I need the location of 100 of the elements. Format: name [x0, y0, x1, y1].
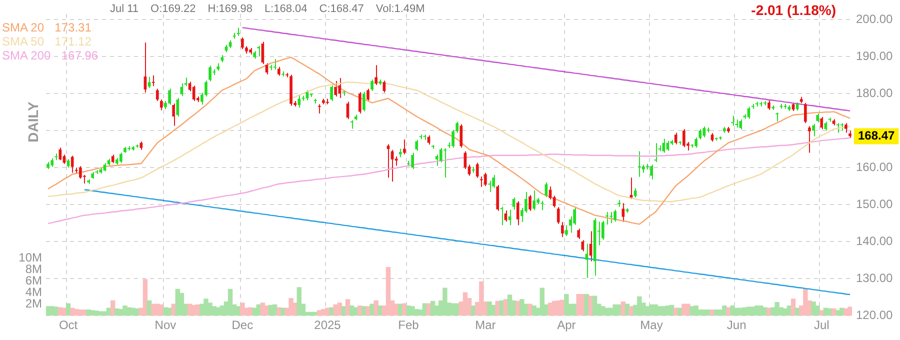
candlestick: [306, 90, 309, 101]
bar: [410, 306, 415, 316]
candlestick: [682, 128, 686, 148]
y2-tick-label: 4M: [25, 284, 42, 299]
bar: [774, 302, 780, 316]
bar: [520, 299, 524, 316]
candlestick: [496, 184, 500, 212]
bar: [803, 288, 808, 316]
candlestick: [120, 152, 122, 164]
candlestick: [476, 162, 479, 178]
candlestick: [638, 150, 641, 178]
candlestick: [606, 211, 608, 226]
y-tick-label: 180.00: [856, 86, 894, 100]
candlestick: [808, 126, 811, 154]
text: SMA 200: [2, 48, 52, 62]
candlestick: [257, 45, 260, 58]
candlestick: [168, 88, 171, 106]
x-tick-label: Feb: [398, 318, 420, 332]
candlestick: [516, 200, 520, 226]
bar: [228, 288, 233, 316]
candlestick: [674, 132, 678, 145]
annotation: -2.01 (1.18%): [751, 2, 836, 18]
candlestick: [326, 98, 329, 105]
candlestick: [610, 211, 612, 224]
candlestick: [540, 200, 544, 211]
candlestick: [812, 123, 815, 137]
bar: [848, 306, 852, 316]
candlestick: [152, 74, 155, 87]
text: SMA 20: [2, 20, 44, 34]
candlestick: [172, 103, 175, 126]
candlestick: [386, 144, 390, 178]
candlestick: [160, 98, 163, 111]
candlestick: [156, 88, 159, 102]
bar: [204, 298, 208, 316]
candlestick: [820, 116, 824, 130]
bar: [374, 300, 378, 316]
y2-tick-label: 2M: [25, 296, 42, 310]
candlestick: [415, 139, 418, 152]
candlestick: [374, 64, 378, 86]
annotation: C:168.47: [319, 3, 364, 16]
bar: [171, 304, 176, 316]
candlestick: [427, 134, 430, 146]
candlestick: [702, 126, 706, 138]
candlestick: [492, 174, 495, 188]
bar: [612, 304, 618, 316]
x-tick-label: May: [640, 318, 663, 332]
y-tick-label: 200.00: [856, 12, 894, 26]
bar: [479, 281, 484, 316]
candlestick: [366, 88, 370, 102]
bar: [288, 298, 294, 316]
bar: [815, 306, 820, 316]
annotation: 173.31: [54, 20, 92, 34]
y2-tick-label: 10M: [18, 250, 42, 264]
bar: [333, 304, 338, 316]
candlestick: [560, 221, 564, 238]
bar: [442, 288, 448, 316]
candlestick: [208, 65, 212, 82]
bar: [540, 288, 545, 316]
candlestick: [403, 138, 406, 155]
candlestick: [565, 224, 568, 237]
candlestick: [411, 152, 414, 170]
bar: [208, 302, 212, 316]
bar: [130, 308, 136, 316]
x-tick-label: Oct: [58, 318, 78, 332]
candlestick: [338, 78, 342, 99]
bar: [811, 301, 816, 316]
candlestick: [654, 142, 657, 163]
candlestick: [512, 197, 516, 210]
y-tick-label: 190.00: [856, 48, 894, 63]
annotation: H:169.98: [208, 3, 252, 16]
text: 168.47: [858, 128, 896, 143]
y-tick-label: 160.00: [856, 160, 894, 174]
candlestick: [370, 79, 374, 92]
bar: [495, 300, 500, 316]
candlestick: [273, 58, 276, 70]
bar: [142, 279, 148, 316]
candlestick: [662, 138, 666, 154]
bar: [296, 287, 302, 316]
candlestick: [488, 180, 491, 192]
annotation: 171.12: [54, 34, 92, 48]
candlestick: [460, 124, 463, 148]
candlestick: [739, 118, 742, 130]
candlestick: [650, 164, 653, 180]
bar: [252, 308, 257, 316]
bar: [454, 303, 460, 316]
candlestick: [836, 122, 840, 134]
candlestick: [480, 176, 483, 188]
x-tick-label: Nov: [154, 318, 176, 332]
x-tick-label: Dec: [232, 318, 254, 332]
candlestick: [265, 62, 268, 75]
annotation: O:169.22: [150, 3, 196, 16]
candlestick: [79, 166, 82, 180]
candlestick: [192, 85, 196, 102]
candlestick: [330, 84, 333, 102]
candlestick: [484, 172, 487, 187]
candlestick: [768, 100, 770, 110]
candlestick: [581, 240, 584, 252]
bar: [240, 302, 245, 316]
bar: [694, 306, 698, 316]
y-tick-label: 120.00: [856, 308, 894, 322]
